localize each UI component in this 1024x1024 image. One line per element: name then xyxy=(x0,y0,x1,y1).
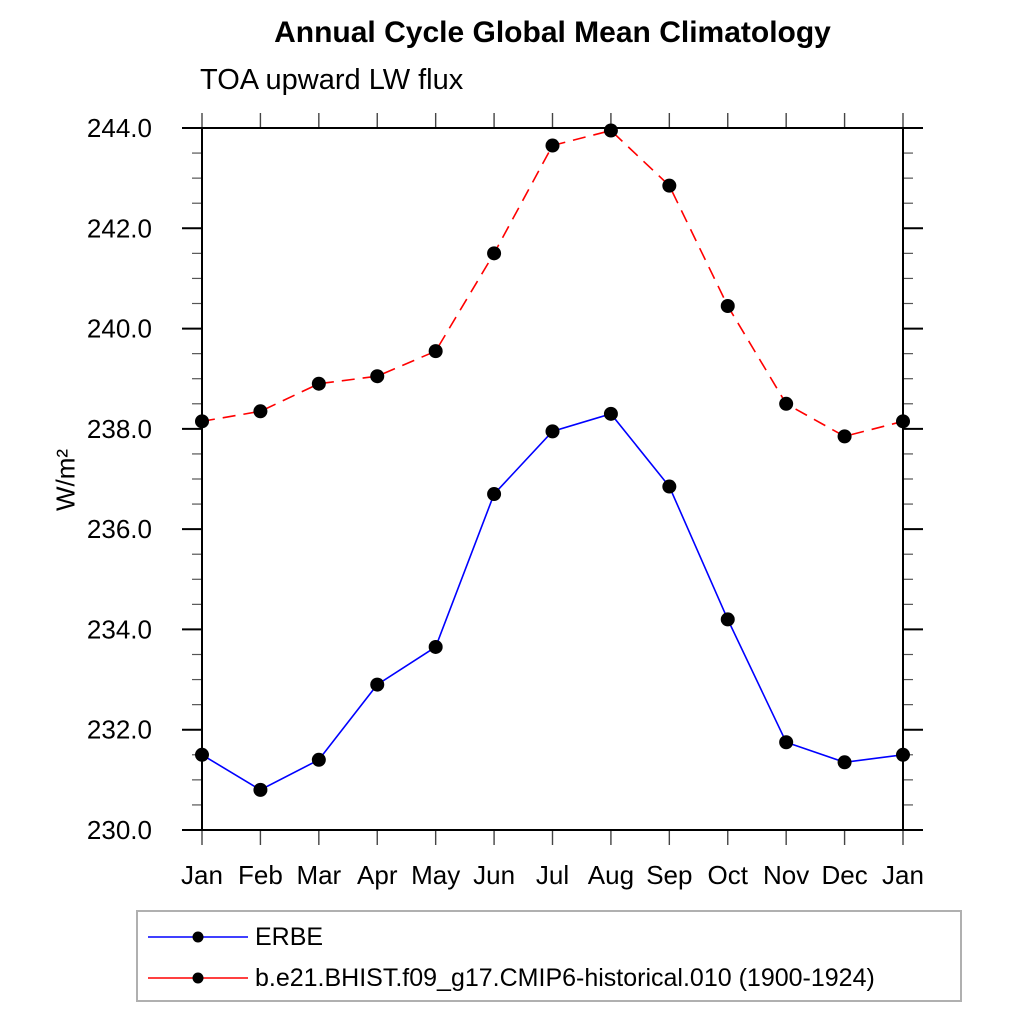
legend-label-erbe: ERBE xyxy=(255,922,324,951)
legend-row-erbe: ERBE xyxy=(144,919,323,955)
svg-text:Mar: Mar xyxy=(296,860,341,890)
chart-subtitle: TOA upward LW flux xyxy=(200,64,464,96)
svg-text:Sep: Sep xyxy=(646,860,692,890)
svg-text:Jun: Jun xyxy=(473,860,515,890)
svg-text:Dec: Dec xyxy=(821,860,867,890)
legend-marker-icon xyxy=(192,931,204,943)
svg-text:Nov: Nov xyxy=(763,860,809,890)
svg-text:Jan: Jan xyxy=(882,860,924,890)
svg-text:May: May xyxy=(411,860,460,890)
chart-title: Annual Cycle Global Mean Climatology xyxy=(274,16,831,49)
svg-text:236.0: 236.0 xyxy=(87,514,152,544)
svg-text:238.0: 238.0 xyxy=(87,414,152,444)
svg-text:Aug: Aug xyxy=(588,860,634,890)
svg-text:Oct: Oct xyxy=(708,860,749,890)
svg-text:244.0: 244.0 xyxy=(87,113,152,143)
svg-text:230.0: 230.0 xyxy=(87,815,152,845)
svg-text:232.0: 232.0 xyxy=(87,715,152,745)
svg-text:Feb: Feb xyxy=(238,860,283,890)
legend-row-model: b.e21.BHIST.f09_g17.CMIP6-historical.010… xyxy=(144,960,875,996)
legend-key-1 xyxy=(148,972,248,984)
svg-text:Jul: Jul xyxy=(536,860,569,890)
legend: ERBE b.e21.BHIST.f09_g17.CMIP6-historica… xyxy=(136,910,962,1002)
legend-marker-icon xyxy=(192,972,204,984)
svg-text:240.0: 240.0 xyxy=(87,314,152,344)
legend-label-model: b.e21.BHIST.f09_g17.CMIP6-historical.010… xyxy=(255,963,875,992)
svg-text:Jan: Jan xyxy=(181,860,223,890)
svg-text:Apr: Apr xyxy=(357,860,398,890)
svg-text:234.0: 234.0 xyxy=(87,614,152,644)
legend-key-0 xyxy=(148,931,248,943)
svg-text:242.0: 242.0 xyxy=(87,213,152,243)
